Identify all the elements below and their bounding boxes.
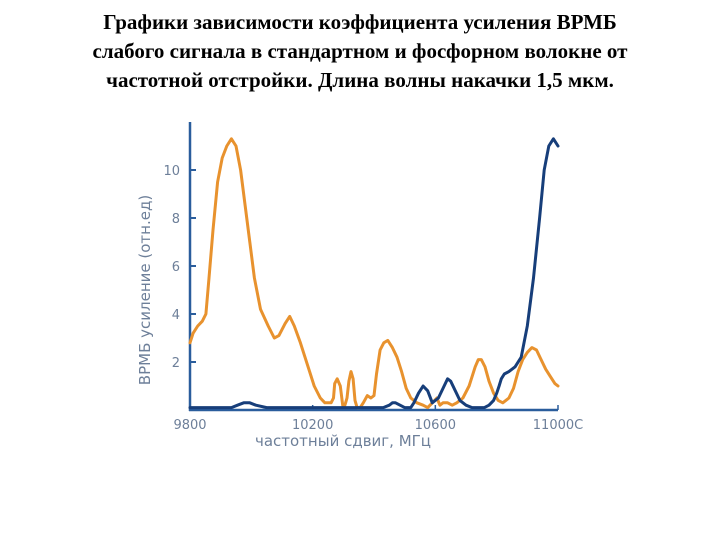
series-line-1 <box>188 137 560 410</box>
y-tick-label: 2 <box>172 356 180 371</box>
y-tick-label: 8 <box>172 212 180 227</box>
slide-title: Графики зависимости коэффициента усилени… <box>40 8 680 95</box>
x-tick-label: 11000С <box>533 418 583 433</box>
title-line-3: частотной отстройки. Длина волны накачки… <box>106 68 614 92</box>
series-line-2 <box>188 137 560 410</box>
y-tick-label: 4 <box>172 308 180 323</box>
y-axis-title: ВРМБ усиление (отн.ед) <box>136 195 154 385</box>
x-tick-label: 9800 <box>173 418 206 433</box>
axes <box>188 122 559 412</box>
y-tick-label: 10 <box>163 164 180 179</box>
title-line-2: слабого сигнала в стандартном и фосфорно… <box>92 39 628 63</box>
series-group <box>188 137 560 410</box>
labels: 2 4 6 8 10 9800 10200 10600 11000С частотный сдви… <box>136 164 583 450</box>
y-tick-label: 6 <box>172 260 180 275</box>
x-tick-label: 10600 <box>415 418 456 433</box>
x-axis-title: частотный сдвиг, МГц <box>255 432 431 450</box>
x-tick-label: 10200 <box>292 418 333 433</box>
title-line-1: Графики зависимости коэффициента усилени… <box>103 10 617 34</box>
